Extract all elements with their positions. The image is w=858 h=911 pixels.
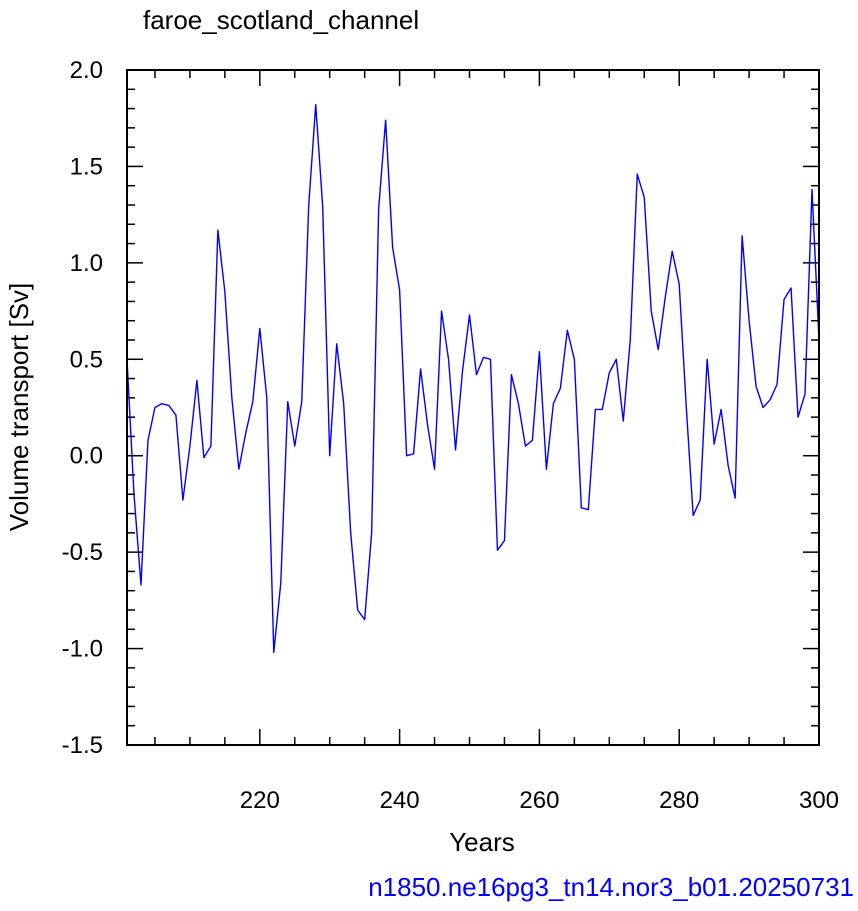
x-tick-label: 260 [519,787,559,814]
x-tick-labels: 220 240 260 280 300 [240,787,839,814]
footer-text: n1850.ne16pg3_tn14.nor3_b01.20250731 [368,872,854,902]
x-tick-label: 280 [659,787,699,814]
y-tick-label: 0.0 [70,443,103,470]
x-tick-label: 300 [799,787,839,814]
x-axis-label: Years [449,827,515,857]
y-tick-label: -1.5 [62,732,103,759]
plot-frame [126,69,820,746]
y-tick-label: 0.5 [70,346,103,373]
x-tick-label: 240 [380,787,420,814]
y-tick-label: -1.0 [62,636,103,663]
y-tick-labels: -1.5 -1.0 -0.5 0.0 0.5 1.0 1.5 2.0 [62,57,103,759]
y-tick-label: 1.0 [70,250,103,277]
y-tick-label: -0.5 [62,539,103,566]
chart-title: faroe_scotland_channel [143,5,419,35]
axis-ticks [127,69,820,746]
x-tick-label: 220 [240,787,280,814]
series-line [126,104,820,654]
y-axis-label: Volume transport [Sv] [4,283,34,532]
y-tick-label: 1.5 [70,153,103,180]
y-tick-label: 2.0 [70,57,103,84]
